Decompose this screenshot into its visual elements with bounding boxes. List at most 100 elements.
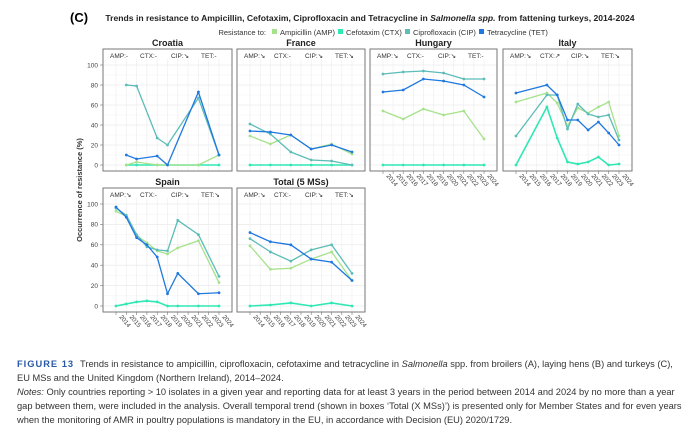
data-point-tet xyxy=(309,257,313,261)
panel-france: France AMP:↘ CTX:- CIP:↘ TET:↘ xyxy=(236,38,366,172)
data-point-tet xyxy=(135,157,139,161)
data-point-tet xyxy=(545,83,549,87)
data-point-tet xyxy=(217,153,221,157)
data-point-ctx xyxy=(309,304,313,308)
data-point-cip xyxy=(155,248,159,252)
data-point-cip xyxy=(330,159,333,163)
data-point-cip xyxy=(289,259,293,263)
data-point-ctx xyxy=(309,163,313,167)
data-point-ctx xyxy=(248,163,252,167)
data-point-cip xyxy=(482,77,486,81)
figure-number: FIGURE 13 xyxy=(17,359,75,369)
panel-label: (C) xyxy=(70,10,88,25)
data-point-ctx xyxy=(617,162,621,166)
data-point-ctx xyxy=(576,162,580,166)
legend-label-amp: Ampicillin (AMP) xyxy=(280,28,336,37)
trend-label-tet: TET:↘ xyxy=(201,192,220,199)
series-line-cip xyxy=(249,238,353,274)
data-point-cip xyxy=(401,70,405,74)
data-point-ctx xyxy=(555,136,559,140)
data-point-tet xyxy=(617,143,621,147)
trend-label-cip: CIP:↘ xyxy=(305,192,323,199)
caption-text-end: spp. from broilers (A), laying hens (B) … xyxy=(17,359,673,383)
data-point-amp xyxy=(114,209,118,213)
trend-label-amp: AMP:↘ xyxy=(377,53,398,60)
data-point-amp xyxy=(422,107,425,111)
data-point-amp xyxy=(124,163,128,167)
data-point-tet xyxy=(269,130,272,134)
data-point-cip xyxy=(135,84,139,88)
trend-label-cip: CIP:↘ xyxy=(171,192,189,199)
series-line-ctx xyxy=(249,302,353,307)
data-point-amp xyxy=(607,100,611,104)
legend-title: Resistance to: xyxy=(218,28,266,37)
data-point-tet xyxy=(176,271,180,275)
data-point-ctx xyxy=(135,300,139,304)
data-point-amp xyxy=(442,113,445,117)
data-point-ctx xyxy=(145,299,149,303)
data-point-cip xyxy=(166,143,169,147)
data-point-amp xyxy=(269,142,272,146)
data-point-tet xyxy=(350,279,354,282)
data-point-tet xyxy=(381,90,385,94)
data-point-cip xyxy=(309,248,313,252)
panel-title: Spain xyxy=(155,177,180,187)
data-point-ctx xyxy=(289,163,293,167)
legend-swatch-tet xyxy=(479,29,484,34)
data-point-ctx xyxy=(217,163,221,167)
data-point-ctx xyxy=(330,301,333,305)
data-point-tet xyxy=(289,133,293,137)
data-point-tet xyxy=(197,292,200,296)
data-point-tet xyxy=(442,79,445,83)
data-point-cip xyxy=(576,102,580,106)
trend-label-cip: CIP:↘ xyxy=(571,53,589,60)
legend: Resistance to: Ampicillin (AMP) Cefotaxim … xyxy=(218,28,548,37)
trend-label-ctx: CTX:↗ xyxy=(540,53,560,60)
trend-label-amp: AMP:↘ xyxy=(244,53,265,60)
data-point-tet xyxy=(330,260,333,264)
data-point-ctx xyxy=(289,301,293,305)
data-point-ctx xyxy=(114,304,118,308)
series-line-tet xyxy=(382,78,485,98)
chart-title: Trends in resistance to Ampicillin, Cefo… xyxy=(105,13,634,23)
data-point-cip xyxy=(289,150,293,154)
trend-label-tet: TET:↘ xyxy=(601,53,620,60)
data-point-tet xyxy=(197,90,200,94)
panel-title: Total (5 MSs) xyxy=(273,177,328,187)
data-point-tet xyxy=(462,83,466,87)
data-point-tet xyxy=(124,153,128,157)
data-point-tet xyxy=(482,95,486,99)
data-point-cip xyxy=(309,158,313,162)
data-point-tet xyxy=(330,143,333,147)
series-line-tet xyxy=(249,231,353,281)
legend-label-ctx: Cefotaxim (CTX) xyxy=(346,28,402,37)
data-point-amp xyxy=(197,239,200,243)
data-point-ctx xyxy=(124,302,128,306)
data-point-tet xyxy=(514,91,518,95)
data-point-amp xyxy=(197,163,200,167)
trend-label-tet: TET:↘ xyxy=(335,192,354,199)
trend-label-tet: TET:- xyxy=(468,53,484,60)
data-point-ctx xyxy=(269,163,272,167)
data-point-cip xyxy=(197,233,200,237)
data-point-cip xyxy=(566,127,569,131)
data-point-cip xyxy=(248,237,252,241)
y-tick-label: 40 xyxy=(91,122,99,129)
data-point-tet xyxy=(401,88,405,92)
data-point-cip xyxy=(462,77,466,81)
data-point-ctx xyxy=(586,160,590,164)
trend-label-tet: TET:↘ xyxy=(335,53,354,60)
data-point-tet xyxy=(217,291,221,295)
data-point-cip xyxy=(176,218,180,222)
data-point-amp xyxy=(145,241,149,245)
series-line-cip xyxy=(126,84,220,156)
data-point-cip xyxy=(586,112,590,116)
trend-label-ctx: CTX:- xyxy=(140,192,157,199)
trend-label-amp: AMP:↘ xyxy=(244,192,265,199)
data-point-ctx xyxy=(135,163,139,167)
data-point-cip xyxy=(514,134,518,138)
series-line-amp xyxy=(126,154,220,166)
chart: (C) Trends in resistance to Ampicillin, … xyxy=(70,10,635,329)
data-point-ctx xyxy=(197,304,200,308)
